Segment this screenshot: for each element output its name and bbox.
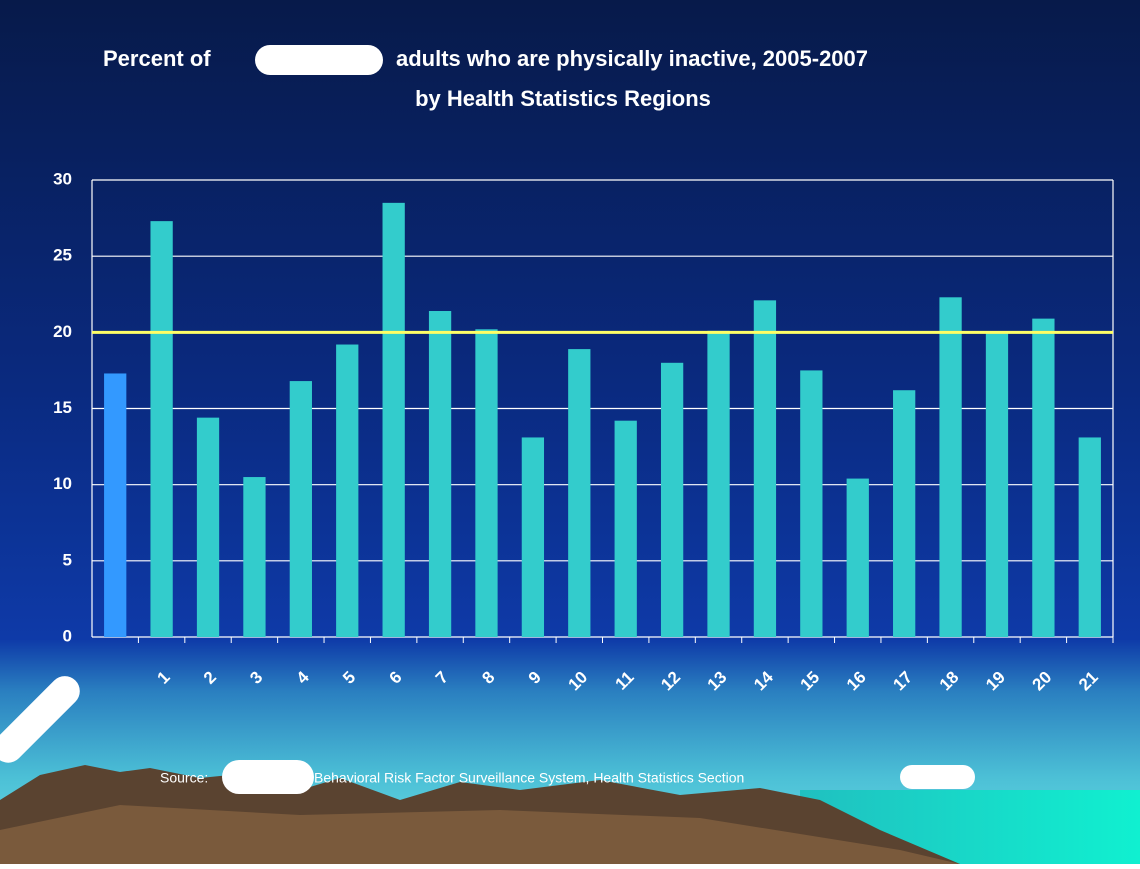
bar bbox=[846, 478, 869, 637]
bar bbox=[243, 477, 266, 637]
source-start: Source: bbox=[160, 770, 208, 786]
bar bbox=[568, 349, 591, 637]
source-end: Behavioral Risk Factor Surveillance Syst… bbox=[314, 770, 744, 786]
y-tick-label: 0 bbox=[63, 626, 72, 645]
redaction bbox=[222, 760, 314, 794]
bar bbox=[1078, 437, 1101, 637]
y-tick-label: 5 bbox=[63, 550, 72, 569]
y-tick-label: 25 bbox=[53, 246, 72, 265]
subtitle: by Health Statistics Regions bbox=[415, 86, 711, 111]
title-end: adults who are physically inactive, 2005… bbox=[396, 46, 868, 71]
y-tick-label: 10 bbox=[53, 474, 72, 493]
bar bbox=[1032, 318, 1055, 637]
bar bbox=[336, 344, 359, 637]
redaction bbox=[900, 765, 975, 789]
bar bbox=[707, 330, 730, 637]
y-tick-label: 20 bbox=[53, 322, 72, 341]
bar bbox=[428, 311, 452, 637]
bar bbox=[150, 221, 173, 637]
bar bbox=[800, 370, 823, 637]
redaction bbox=[0, 676, 80, 763]
mountains-front bbox=[0, 805, 960, 864]
bar bbox=[893, 390, 916, 637]
bar bbox=[660, 362, 684, 637]
redaction bbox=[255, 45, 383, 75]
bar bbox=[382, 202, 405, 637]
bar bbox=[196, 417, 220, 637]
bar bbox=[753, 300, 777, 637]
bar bbox=[614, 420, 637, 637]
bar bbox=[475, 329, 498, 637]
y-tick-label: 30 bbox=[53, 169, 72, 188]
bar bbox=[985, 332, 1009, 637]
bar bbox=[521, 437, 545, 637]
title-start: Percent of bbox=[103, 46, 211, 71]
bar bbox=[104, 373, 127, 637]
y-tick-label: 15 bbox=[53, 398, 72, 417]
bar bbox=[289, 381, 312, 637]
bar bbox=[939, 297, 962, 637]
